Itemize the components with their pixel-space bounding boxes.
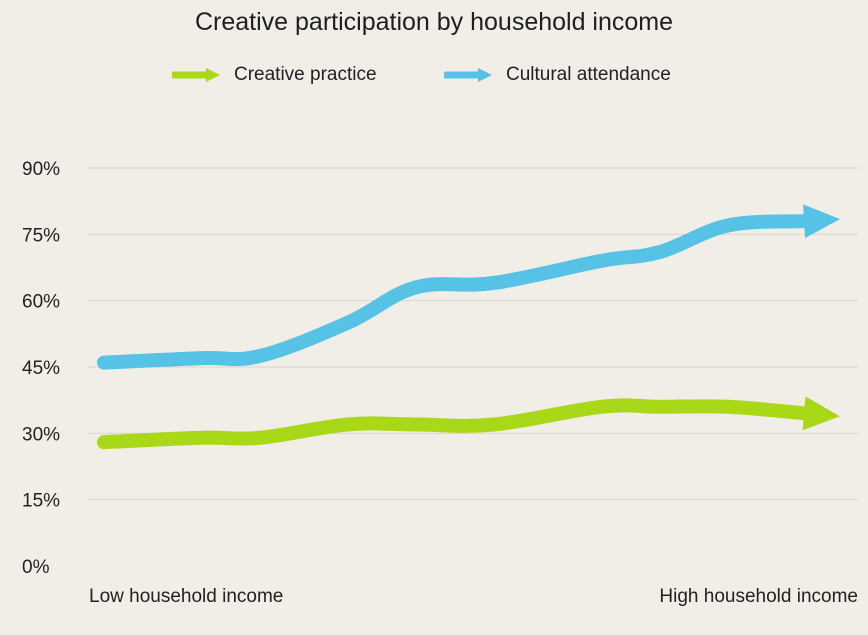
legend-item-creative-practice: Creative practice bbox=[172, 60, 377, 90]
x-axis-label-low: Low household income bbox=[89, 586, 284, 607]
legend-label-creative-practice: Creative practice bbox=[234, 64, 377, 85]
legend: Creative practice Cultural attendance bbox=[0, 60, 868, 90]
legend-item-cultural-attendance: Cultural attendance bbox=[444, 60, 671, 90]
chart-title: Creative participation by household inco… bbox=[194, 8, 674, 36]
y-tick-label: 75% bbox=[22, 225, 60, 246]
legend-label-cultural-attendance: Cultural attendance bbox=[506, 64, 671, 85]
y-tick-label: 15% bbox=[22, 491, 60, 512]
series-arrowhead-creative-practice bbox=[802, 396, 840, 431]
legend-arrow-creative-practice-icon bbox=[172, 68, 220, 82]
series-line-cultural-attendance bbox=[97, 214, 813, 370]
series-arrowhead-cultural-attendance bbox=[803, 204, 840, 239]
y-tick-label: 60% bbox=[22, 292, 60, 313]
y-tick-label: 30% bbox=[22, 424, 60, 445]
x-axis-label-high: High household income bbox=[659, 586, 858, 607]
y-tick-label: 0% bbox=[22, 557, 50, 578]
y-tick-label: 90% bbox=[22, 159, 60, 180]
series-line-creative-practice bbox=[97, 398, 813, 450]
legend-arrow-cultural-attendance-icon bbox=[444, 68, 492, 82]
y-tick-label: 45% bbox=[22, 358, 60, 379]
